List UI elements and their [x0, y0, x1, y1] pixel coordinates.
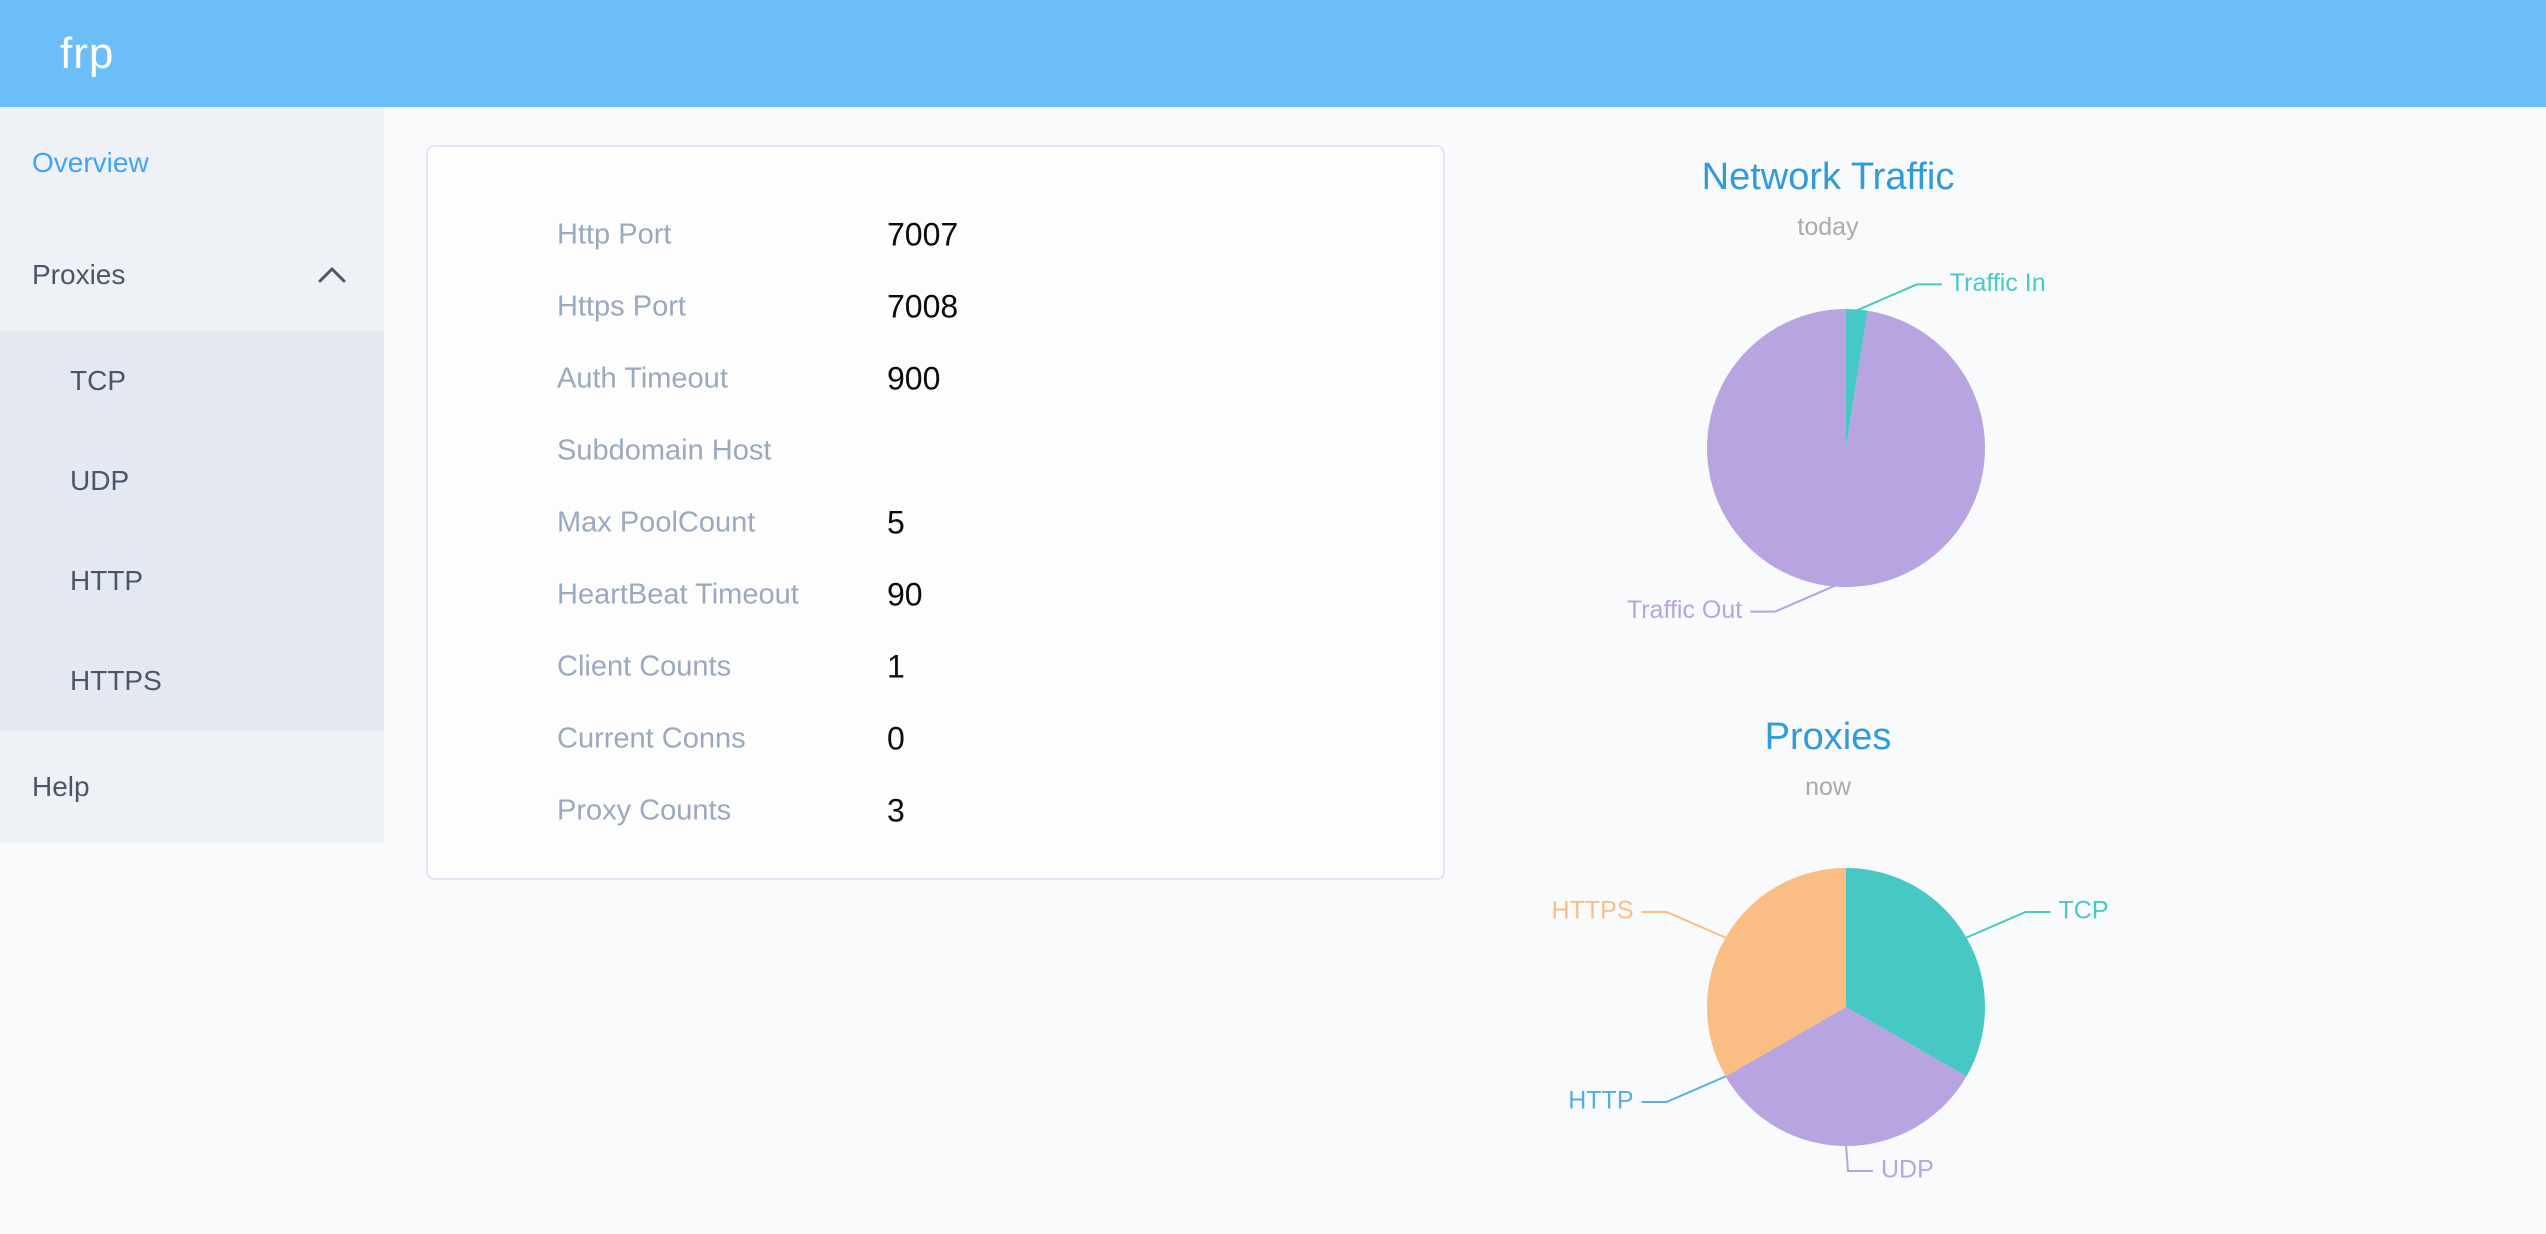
info-value: 7007: [887, 216, 959, 253]
pie-label-line-https: [1641, 911, 1727, 939]
info-label: Max PoolCount: [557, 506, 756, 539]
chart-subtitle: now: [1805, 773, 1851, 801]
chart-title: Proxies: [1764, 716, 1892, 758]
app-header: frp: [0, 0, 2546, 107]
sidebar-item-http[interactable]: HTTP: [70, 565, 144, 596]
info-value: 90: [887, 576, 923, 613]
info-value: 1: [887, 648, 905, 685]
info-label: Client Counts: [557, 650, 732, 683]
info-value: 7008: [887, 288, 959, 325]
info-row-proxy-counts: Proxy Counts 3: [428, 775, 1443, 847]
info-row-current-conns: Current Conns 0: [428, 703, 1443, 775]
network-traffic-pie: Traffic In Traffic Out: [1627, 269, 2046, 624]
pie-slice-tcp: [1846, 868, 1986, 1077]
pie-label-line-http: [1641, 1075, 1727, 1103]
info-label: Http Port: [557, 218, 672, 251]
app-logo: frp: [60, 29, 115, 78]
pie-label-line-udp: [1845, 1144, 1873, 1172]
server-info-card: Http Port 7007 Https Port 7008 Auth Time…: [426, 145, 1445, 880]
info-value: 0: [887, 720, 905, 757]
pie-label-traffic-in: Traffic In: [1950, 269, 2046, 297]
pie-label-https: HTTPS: [1552, 897, 1634, 925]
proxies-submenu: TCP UDP HTTP HTTPS: [0, 331, 384, 731]
sidebar-item-label: Overview: [32, 147, 149, 178]
info-label: Auth Timeout: [557, 362, 728, 395]
info-label: Proxy Counts: [557, 794, 732, 827]
pie-label-line-traffic-in: [1856, 283, 1942, 312]
info-row-heartbeat-timeout: HeartBeat Timeout 90: [428, 559, 1443, 631]
info-label: Https Port: [557, 290, 686, 323]
sidebar-item-https[interactable]: HTTPS: [70, 665, 162, 696]
info-label: Current Conns: [557, 722, 746, 755]
info-row-https-port: Https Port 7008: [428, 271, 1443, 343]
pie-slice-traffic-in: [1846, 309, 1868, 448]
proxies-chart: Proxies now TCP UDP HTTP HTTPS: [1450, 690, 2206, 1234]
network-traffic-chart: Network Traffic today Traffic In Traffic …: [1450, 130, 2206, 690]
pie-slice-traffic-out: [1707, 309, 1986, 587]
sidebar-menu: Overview Proxies TCP UDP HTTP HTTPS Help: [0, 107, 384, 843]
info-row-auth-timeout: Auth Timeout 900: [428, 343, 1443, 415]
proxies-pie: TCP UDP HTTP HTTPS: [1552, 868, 2109, 1184]
info-value: 3: [887, 792, 905, 829]
info-value: 900: [887, 360, 941, 397]
pie-label-line-tcp: [1965, 911, 2051, 939]
chevron-up-icon[interactable]: [318, 267, 346, 283]
pie-label-line-traffic-out: [1750, 584, 1836, 613]
pie-slice-udp: [1725, 1007, 1967, 1147]
sidebar-item-help[interactable]: Help: [0, 731, 384, 843]
info-label: Subdomain Host: [557, 434, 772, 467]
pie-label-tcp: TCP: [2059, 897, 2109, 925]
chart-subtitle: today: [1797, 213, 1859, 241]
sidebar-item-udp[interactable]: UDP: [70, 465, 130, 496]
info-row-subdomain-host: Subdomain Host: [428, 415, 1443, 487]
info-label: HeartBeat Timeout: [557, 578, 799, 611]
info-value: 5: [887, 504, 905, 541]
sidebar-item-label: Help: [32, 771, 90, 802]
info-row-max-poolcount: Max PoolCount 5: [428, 487, 1443, 559]
chart-title: Network Traffic: [1701, 156, 1955, 198]
pie-label-traffic-out: Traffic Out: [1627, 596, 1742, 624]
info-row-http-port: Http Port 7007: [428, 199, 1443, 271]
info-row-client-counts: Client Counts 1: [428, 631, 1443, 703]
sidebar-item-overview[interactable]: Overview: [0, 107, 384, 219]
pie-label-http: HTTP: [1568, 1087, 1633, 1115]
sidebar-item-tcp[interactable]: TCP: [70, 365, 126, 396]
pie-slice-https: [1706, 868, 1846, 1077]
pie-label-udp: UDP: [1881, 1156, 1934, 1184]
sidebar-item-proxies[interactable]: Proxies: [0, 219, 384, 331]
sidebar-item-label: Proxies: [32, 259, 126, 290]
